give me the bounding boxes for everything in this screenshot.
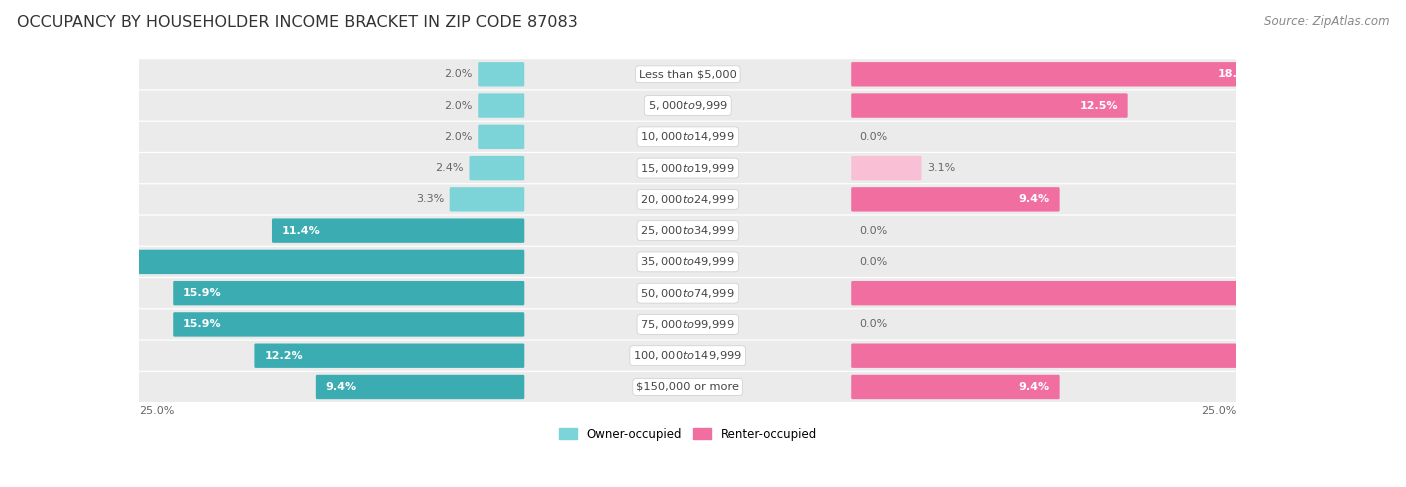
Text: $50,000 to $74,999: $50,000 to $74,999 <box>641 287 735 300</box>
Text: 25.0%: 25.0% <box>1354 351 1392 361</box>
Text: $75,000 to $99,999: $75,000 to $99,999 <box>641 318 735 331</box>
Text: 9.4%: 9.4% <box>1018 382 1050 392</box>
FancyBboxPatch shape <box>138 278 1237 308</box>
Text: $100,000 to $149,999: $100,000 to $149,999 <box>633 349 742 362</box>
Text: 3.1%: 3.1% <box>927 163 955 173</box>
FancyBboxPatch shape <box>138 59 1237 89</box>
FancyBboxPatch shape <box>173 281 524 305</box>
Text: Less than $5,000: Less than $5,000 <box>638 69 737 79</box>
Text: 12.2%: 12.2% <box>264 351 302 361</box>
Text: $35,000 to $49,999: $35,000 to $49,999 <box>641 255 735 268</box>
Text: 0.0%: 0.0% <box>859 132 887 142</box>
FancyBboxPatch shape <box>478 62 524 87</box>
Text: 2.0%: 2.0% <box>444 132 472 142</box>
Text: 0.0%: 0.0% <box>859 225 887 236</box>
FancyBboxPatch shape <box>138 91 1237 121</box>
Text: $150,000 or more: $150,000 or more <box>637 382 740 392</box>
FancyBboxPatch shape <box>138 122 1237 152</box>
Text: 15.9%: 15.9% <box>183 319 222 329</box>
FancyBboxPatch shape <box>851 94 1128 118</box>
Text: $25,000 to $34,999: $25,000 to $34,999 <box>641 224 735 237</box>
FancyBboxPatch shape <box>4 250 524 274</box>
Text: 3.3%: 3.3% <box>416 194 444 205</box>
FancyBboxPatch shape <box>254 343 524 368</box>
Text: 0.0%: 0.0% <box>859 319 887 329</box>
Text: 2.0%: 2.0% <box>444 69 472 79</box>
Text: $5,000 to $9,999: $5,000 to $9,999 <box>648 99 728 112</box>
Text: 9.4%: 9.4% <box>326 382 357 392</box>
Text: OCCUPANCY BY HOUSEHOLDER INCOME BRACKET IN ZIP CODE 87083: OCCUPANCY BY HOUSEHOLDER INCOME BRACKET … <box>17 15 578 30</box>
FancyBboxPatch shape <box>138 216 1237 245</box>
Text: 2.4%: 2.4% <box>436 163 464 173</box>
Text: 23.6%: 23.6% <box>14 257 53 267</box>
FancyBboxPatch shape <box>470 156 524 180</box>
Text: 18.8%: 18.8% <box>1218 69 1256 79</box>
Text: 12.5%: 12.5% <box>1080 100 1118 111</box>
FancyBboxPatch shape <box>138 309 1237 339</box>
FancyBboxPatch shape <box>851 156 921 180</box>
FancyBboxPatch shape <box>316 375 524 399</box>
Text: 9.4%: 9.4% <box>1018 194 1050 205</box>
FancyBboxPatch shape <box>478 94 524 118</box>
Text: 0.0%: 0.0% <box>859 257 887 267</box>
FancyBboxPatch shape <box>138 372 1237 402</box>
FancyBboxPatch shape <box>450 187 524 211</box>
Text: $20,000 to $24,999: $20,000 to $24,999 <box>641 193 735 206</box>
Legend: Owner-occupied, Renter-occupied: Owner-occupied, Renter-occupied <box>554 423 821 446</box>
Text: 2.0%: 2.0% <box>444 100 472 111</box>
Text: 11.4%: 11.4% <box>281 225 321 236</box>
FancyBboxPatch shape <box>851 375 1060 399</box>
Text: Source: ZipAtlas.com: Source: ZipAtlas.com <box>1264 15 1389 28</box>
FancyBboxPatch shape <box>138 153 1237 183</box>
FancyBboxPatch shape <box>851 187 1060 211</box>
FancyBboxPatch shape <box>138 341 1237 371</box>
FancyBboxPatch shape <box>173 312 524 337</box>
FancyBboxPatch shape <box>851 281 1334 305</box>
Text: 25.0%: 25.0% <box>139 406 174 416</box>
FancyBboxPatch shape <box>851 343 1402 368</box>
FancyBboxPatch shape <box>478 125 524 149</box>
Text: 25.0%: 25.0% <box>1201 406 1236 416</box>
FancyBboxPatch shape <box>138 247 1237 277</box>
FancyBboxPatch shape <box>138 185 1237 214</box>
Text: 15.9%: 15.9% <box>183 288 222 298</box>
Text: $10,000 to $14,999: $10,000 to $14,999 <box>641 131 735 143</box>
FancyBboxPatch shape <box>851 62 1265 87</box>
FancyBboxPatch shape <box>271 219 524 243</box>
Text: 21.9%: 21.9% <box>1285 288 1324 298</box>
Text: $15,000 to $19,999: $15,000 to $19,999 <box>641 162 735 175</box>
